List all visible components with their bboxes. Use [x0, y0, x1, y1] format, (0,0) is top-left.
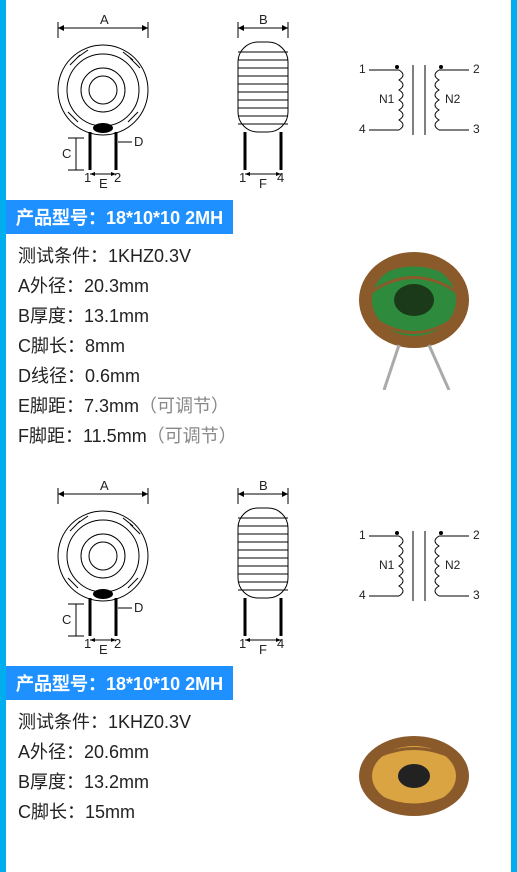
side-B-label: B — [259, 12, 268, 27]
spec-row: B厚度：13.2mm — [18, 766, 315, 796]
spec-row: C脚长：8mm — [18, 330, 315, 360]
product1-header-label: 产品型号： — [16, 208, 106, 228]
sch-N2: N2 — [445, 92, 461, 106]
transformer-schematic-icon: 1 4 2 3 N1 N2 — [349, 45, 489, 155]
product2-header-value: 18*10*10 2MH — [106, 674, 223, 694]
svg-text:D: D — [134, 600, 143, 615]
svg-text:2: 2 — [473, 528, 480, 542]
spec-row: C脚长：15mm — [18, 796, 315, 826]
product1-photo — [329, 240, 499, 390]
front-view-diagram-2: A C D 1 2 — [28, 476, 178, 656]
inductor-photo-icon — [329, 240, 499, 390]
product2-spec-list: 测试条件：1KHZ0.3V A外径：20.6mm B厚度：13.2mm C脚长：… — [18, 706, 315, 826]
product2-header-label: 产品型号： — [16, 674, 106, 694]
sch-p2: 2 — [473, 62, 480, 76]
inductor-photo-icon — [329, 721, 499, 841]
side-pin4-label: 4 — [277, 170, 284, 185]
product1-header-value: 18*10*10 2MH — [106, 208, 223, 228]
sch-N1: N1 — [379, 92, 395, 106]
spec-row: B厚度：13.1mm — [18, 300, 315, 330]
sch-p4: 4 — [359, 122, 366, 136]
sch-p1: 1 — [359, 62, 366, 76]
spec-row: E脚距：7.3mm（可调节） — [18, 390, 315, 420]
spec-row: 测试条件：1KHZ0.3V — [18, 240, 315, 270]
section-2: A C D 1 2 — [6, 466, 511, 872]
product1-header-wrap: 产品型号：18*10*10 2MH — [6, 200, 511, 234]
front-C-label: C — [62, 146, 71, 161]
diagram-row-2: A C D 1 2 — [6, 466, 511, 666]
svg-text:4: 4 — [359, 588, 366, 602]
transformer-schematic-icon: 1 4 2 3 N1 N2 — [349, 511, 489, 621]
spec-row: 测试条件：1KHZ0.3V — [18, 706, 315, 736]
svg-text:1: 1 — [239, 636, 246, 651]
product1-spec-block: 测试条件：1KHZ0.3V A外径：20.3mm B厚度：13.1mm C脚长：… — [6, 234, 511, 466]
product2-header: 产品型号：18*10*10 2MH — [6, 666, 233, 700]
svg-text:1: 1 — [359, 528, 366, 542]
side-view-diagram-2: B 1 4 F — [213, 476, 313, 656]
diagram-row-1: A C — [6, 0, 511, 200]
schematic-diagram: 1 4 2 3 N1 N2 — [349, 45, 489, 155]
toroid-side-icon: B 1 4 F — [213, 10, 313, 190]
side-F-label: F — [259, 176, 267, 190]
schematic-diagram-2: 1 4 2 3 N1 N2 — [349, 511, 489, 621]
product2-spec-block: 测试条件：1KHZ0.3V A外径：20.6mm B厚度：13.2mm C脚长：… — [6, 700, 511, 872]
toroid-side-icon: B 1 4 F — [213, 476, 313, 656]
svg-text:C: C — [62, 612, 71, 627]
product2-header-wrap: 产品型号：18*10*10 2MH — [6, 666, 511, 700]
svg-text:4: 4 — [277, 636, 284, 651]
svg-text:2: 2 — [114, 636, 121, 651]
side-pin1-label: 1 — [239, 170, 246, 185]
svg-text:B: B — [259, 478, 268, 493]
svg-text:N1: N1 — [379, 558, 395, 572]
toroid-front-icon: A C — [28, 10, 178, 190]
section-1: A C — [6, 0, 511, 466]
sch-p3: 3 — [473, 122, 480, 136]
side-view-diagram: B 1 4 F — [213, 10, 313, 190]
front-A-label: A — [100, 12, 109, 27]
svg-text:A: A — [100, 478, 109, 493]
svg-text:N2: N2 — [445, 558, 461, 572]
spec-row: A外径：20.6mm — [18, 736, 315, 766]
front-D-label: D — [134, 134, 143, 149]
product1-spec-list: 测试条件：1KHZ0.3V A外径：20.3mm B厚度：13.1mm C脚长：… — [18, 240, 315, 450]
svg-text:3: 3 — [473, 588, 480, 602]
svg-text:E: E — [99, 642, 108, 656]
toroid-front-icon: A C D 1 2 — [28, 476, 178, 656]
spec-row: D线径：0.6mm — [18, 360, 315, 390]
product2-photo — [329, 706, 499, 856]
spec-row: A外径：20.3mm — [18, 270, 315, 300]
front-pin1-label: 1 — [84, 170, 91, 185]
front-view-diagram: A C — [28, 10, 178, 190]
front-E-label: E — [99, 176, 108, 190]
front-pin2-label: 2 — [114, 170, 121, 185]
spec-row: F脚距：11.5mm（可调节） — [18, 420, 315, 450]
svg-text:F: F — [259, 642, 267, 656]
svg-text:1: 1 — [84, 636, 91, 651]
product1-header: 产品型号：18*10*10 2MH — [6, 200, 233, 234]
